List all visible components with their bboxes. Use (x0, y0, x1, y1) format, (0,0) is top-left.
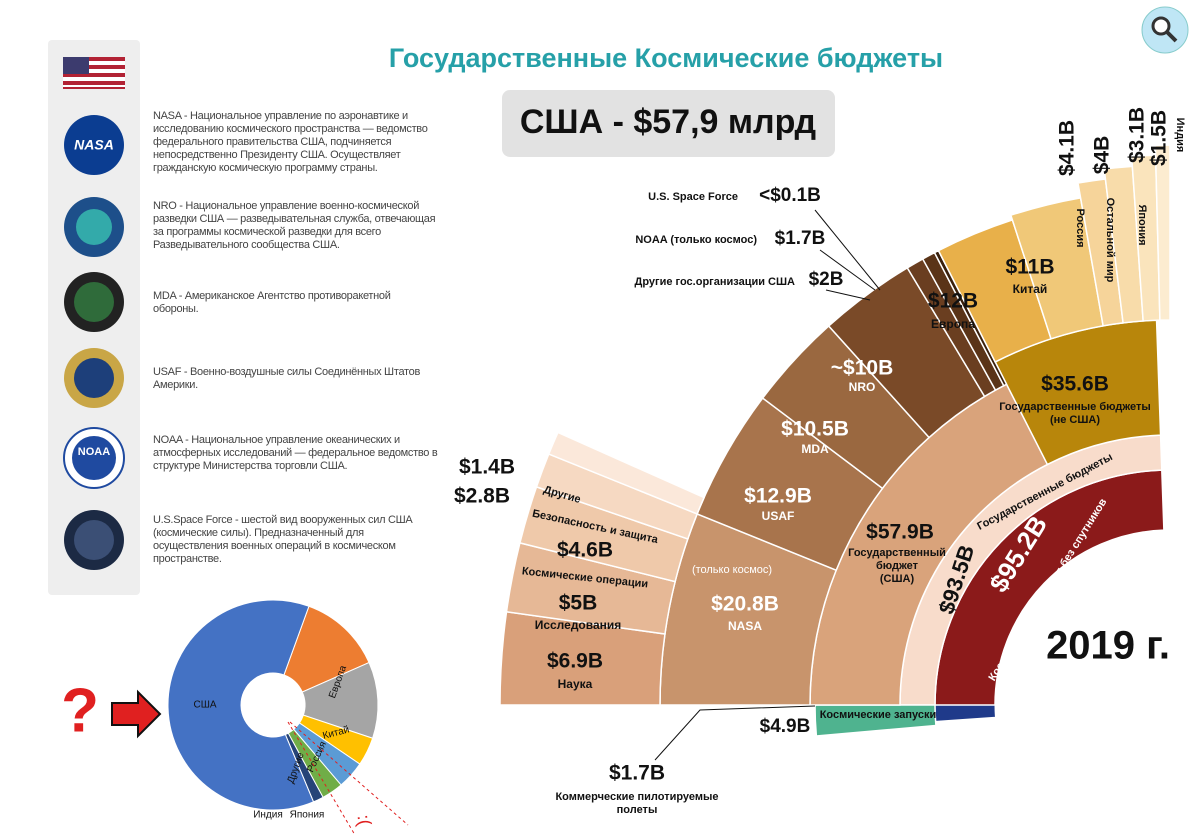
segment-label: NRO (849, 380, 876, 394)
segment-label: Россия (1074, 208, 1086, 247)
segment-value: <$0.1B (759, 185, 821, 206)
donut-label: США (193, 700, 216, 711)
segment-value: $1.4B (459, 456, 515, 479)
logo-text: NASA (74, 137, 114, 153)
segment-label: (не США) (1050, 414, 1100, 426)
segment-label: (США) (880, 573, 915, 585)
donut-label: Япония (290, 810, 325, 821)
segment-value: $4.6B (557, 539, 613, 562)
year: 2019 г. (1046, 624, 1170, 668)
segment-value: $4.1B (1056, 120, 1079, 176)
donut-label: Индия (253, 810, 283, 821)
agency-text: NRO - Национальное управление военно-кос… (153, 200, 436, 251)
segment-label: Коммерческие пилотируемые (555, 791, 718, 803)
segment-value: $10.5B (781, 418, 849, 441)
segment-value: $3.1B (1126, 107, 1149, 163)
segment-value: $1.7B (775, 228, 826, 249)
zoom-button[interactable] (1141, 6, 1189, 54)
leader-line (814, 209, 881, 291)
logo-text: NOAA (78, 446, 110, 458)
segment-label: Китай (1013, 282, 1048, 296)
agency-text: NASA - Национальное управление по аэрона… (153, 110, 428, 174)
sad-face: :( (353, 813, 375, 827)
agency-text: USAF - Военно-воздушные силы Соединённых… (153, 366, 421, 391)
segment-value: $12.9B (744, 485, 812, 508)
pointer-line (287, 721, 356, 836)
agency-text: U.S.Space Force - шестой вид вооруженных… (153, 514, 413, 565)
agency-text: MDA - Американское Агентство противораке… (153, 290, 391, 315)
subtitle-box (502, 90, 835, 157)
question-mark: ? (61, 676, 99, 745)
segment-value: $1.7B (609, 762, 665, 785)
segment-label: Европа (931, 317, 975, 331)
logo (74, 358, 114, 398)
pointer-line (289, 721, 409, 826)
leader-line (825, 289, 871, 301)
segment-value: $4.9B (760, 716, 811, 737)
segment-label: Другие гос.организации США (635, 276, 796, 288)
segment-value: $5B (559, 592, 598, 615)
segment-label: Исследования (535, 618, 622, 632)
segment-value: $6.9B (547, 650, 603, 673)
segment-value: $1.5B (1148, 110, 1171, 166)
segment-value: $11B (1005, 256, 1054, 279)
segment-label: Индия (1174, 118, 1186, 153)
segment-value: $2.8B (454, 485, 510, 508)
segment-label: Космические запуски (820, 709, 937, 721)
ring-segment (1154, 144, 1171, 321)
segment-value: $35.6B (1041, 373, 1109, 396)
agency-text: NOAA - Национальное управление океаничес… (153, 434, 438, 472)
subtitle: США - $57,9 млрд (520, 103, 816, 141)
sunburst (499, 144, 1171, 737)
segment-label: NASA (728, 619, 762, 633)
logo (64, 115, 124, 175)
ring-segment (934, 704, 996, 722)
ring-segment (933, 249, 1008, 387)
segment-label: Япония (1136, 204, 1148, 245)
segment-label: бюджет (876, 560, 919, 572)
logo (74, 282, 114, 322)
leader-line (654, 705, 816, 761)
leader-line (819, 249, 876, 291)
segment-label: Государственный (848, 547, 946, 559)
ring-segment (547, 431, 706, 515)
segment-value: $12B (928, 290, 978, 313)
segment-label: MDA (801, 442, 829, 456)
ring-segment (814, 704, 937, 737)
segment-value: $20.8B (711, 593, 779, 616)
segment-label: Остальной мир (1104, 198, 1116, 283)
segment-label: (только космос) (692, 564, 772, 576)
segment-value: $2B (809, 269, 844, 290)
logo (76, 209, 112, 245)
zoom-lens[interactable] (1151, 16, 1171, 36)
logo (72, 436, 116, 480)
flag (63, 57, 125, 89)
segment-label: USAF (762, 509, 795, 523)
zoom-handle[interactable] (1165, 30, 1178, 43)
arrow (111, 689, 162, 739)
donut-slice (167, 599, 315, 811)
segment-label: Государственные бюджеты (999, 401, 1151, 413)
logo (74, 520, 114, 560)
segment-label: NOAA (только космос) (635, 234, 757, 246)
segment-value: ~$10B (831, 357, 893, 380)
segment-label: U.S. Space Force (648, 191, 738, 203)
segment-value: $4B (1091, 136, 1114, 175)
segment-label: Наука (558, 677, 593, 691)
segment-value: $57.9B (866, 521, 934, 544)
title: Государственные Космические бюджеты (389, 43, 943, 73)
segment-label: полеты (617, 804, 658, 816)
